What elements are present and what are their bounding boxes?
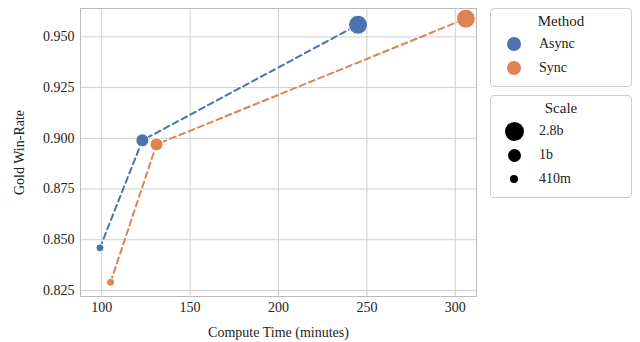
- svg-text:100: 100: [91, 300, 112, 315]
- svg-text:0.925: 0.925: [43, 80, 75, 95]
- html-text:Sync: Sync: [539, 60, 567, 75]
- svg-text:0.850: 0.850: [43, 232, 75, 247]
- html-text:Scale: Scale: [544, 100, 578, 116]
- svg-text:150: 150: [180, 300, 201, 315]
- svg-text:250: 250: [356, 300, 377, 315]
- html-text:2.8b: 2.8b: [539, 123, 564, 138]
- svg-text:0.900: 0.900: [43, 131, 75, 146]
- svg-text:0.875: 0.875: [43, 181, 75, 196]
- svg-text:300: 300: [445, 300, 466, 315]
- svg-text:0.825: 0.825: [43, 283, 75, 298]
- html-text:Method: Method: [537, 13, 585, 29]
- svg-text:0.950: 0.950: [43, 29, 75, 44]
- svg-text:Gold Win-Rate: Gold Win-Rate: [12, 110, 27, 195]
- html-text:410m: 410m: [539, 171, 571, 186]
- svg-text:Compute Time (minutes): Compute Time (minutes): [208, 325, 349, 341]
- html-text:1b: 1b: [539, 147, 553, 162]
- html-text:Async: Async: [539, 36, 575, 51]
- svg-text:200: 200: [268, 300, 289, 315]
